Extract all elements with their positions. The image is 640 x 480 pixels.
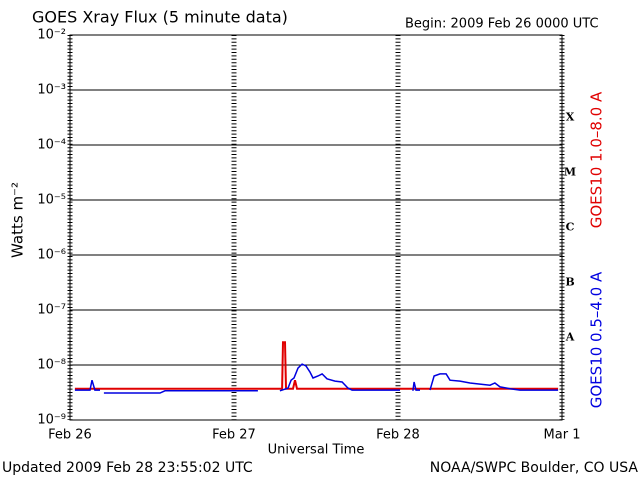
legend-entry: GOES10 0.5–4.0 A	[588, 271, 606, 408]
x-tick-label: Feb 26	[48, 428, 92, 443]
y-tick-label: 10⁻⁴	[37, 138, 66, 153]
flare-class: A	[565, 331, 575, 344]
chart-subtitle: Begin: 2009 Feb 26 0000 UTC	[405, 17, 599, 32]
chart-title: GOES Xray Flux (5 minute data)	[32, 8, 288, 27]
y-tick-label: 10⁻⁶	[37, 248, 66, 263]
flare-class: M	[564, 166, 576, 179]
flare-class: C	[566, 221, 575, 234]
x-tick-label: Mar 1	[544, 428, 581, 443]
x-axis-label: Universal Time	[268, 443, 365, 458]
series-line	[74, 379, 100, 391]
y-tick-label: 10⁻⁸	[37, 358, 66, 373]
y-tick-label: 10⁻²	[37, 28, 66, 43]
legend-entry: GOES10 1.0–8.0 A	[588, 91, 606, 228]
flare-class: X	[566, 111, 575, 124]
footer-left: Updated 2009 Feb 28 23:55:02 UTC	[2, 460, 253, 476]
series-line	[279, 363, 400, 392]
series-line	[74, 341, 559, 390]
series-line	[103, 390, 258, 394]
flare-class: B	[565, 276, 574, 289]
y-tick-label: 10⁻⁷	[37, 303, 66, 318]
series-line	[412, 381, 420, 391]
x-tick-label: Feb 28	[376, 428, 420, 443]
footer-right: NOAA/SWPC Boulder, CO USA	[430, 460, 639, 476]
y-axis-label: Watts m⁻²	[9, 182, 27, 258]
y-tick-label: 10⁻⁵	[37, 193, 66, 208]
series-line	[429, 373, 559, 391]
y-tick-label: 10⁻⁹	[37, 413, 66, 428]
plot-frame	[69, 34, 563, 421]
y-tick-label: 10⁻³	[37, 83, 66, 98]
x-tick-label: Feb 27	[212, 428, 256, 443]
